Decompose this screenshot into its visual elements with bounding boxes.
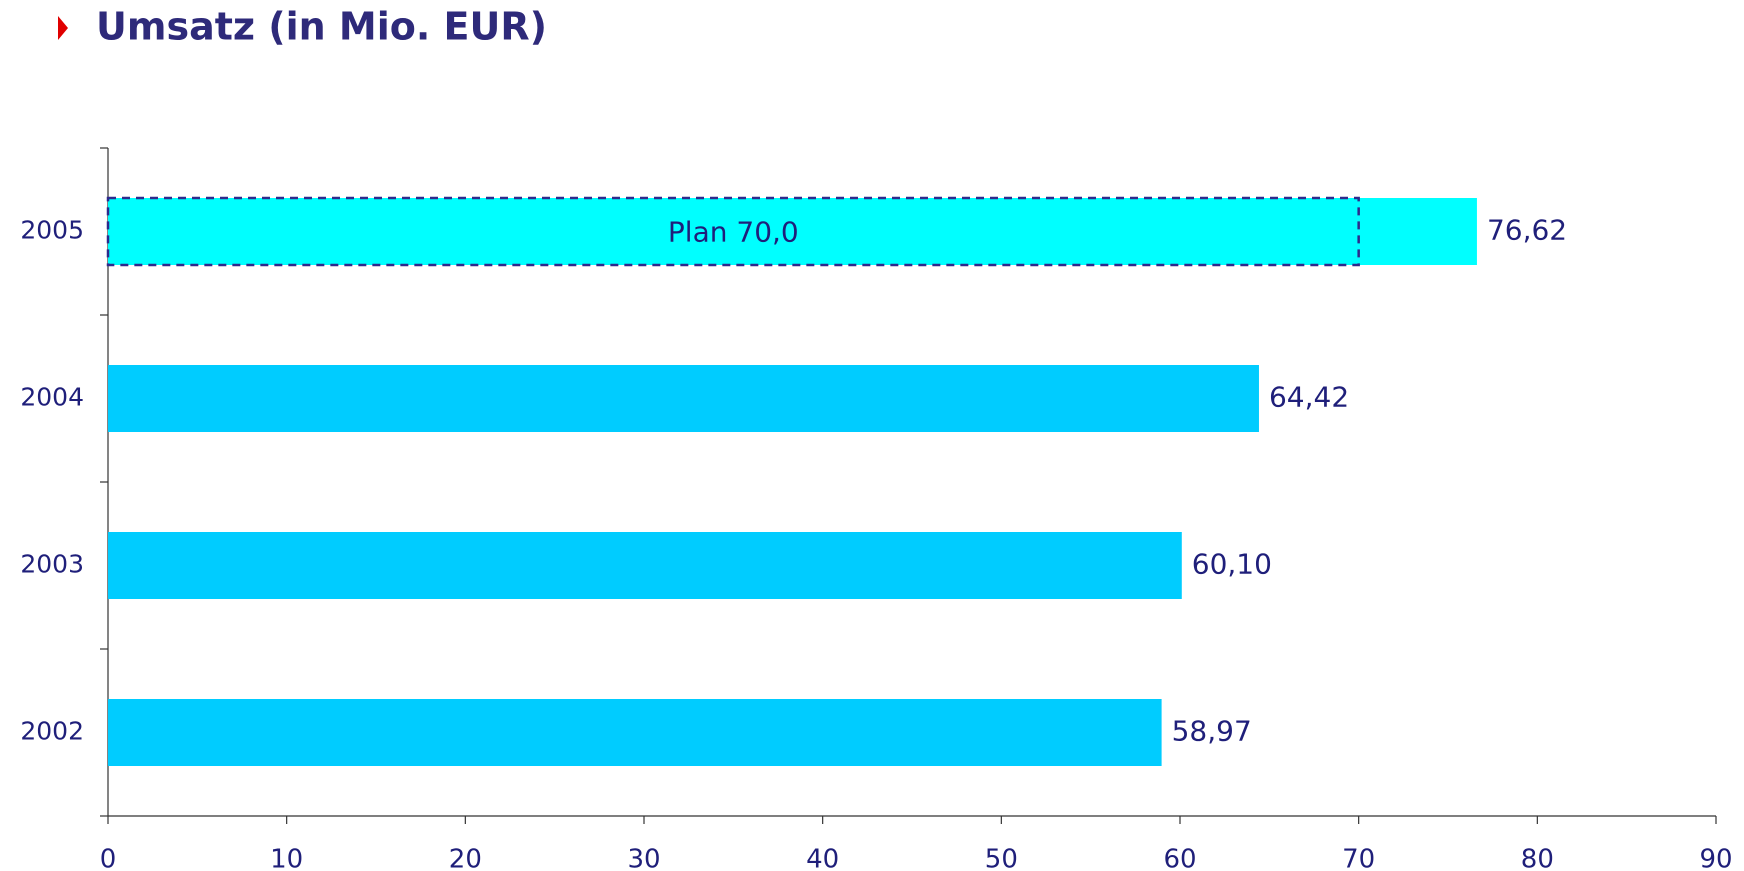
bar <box>108 365 1259 432</box>
bar <box>108 699 1162 766</box>
y-tick-label: 2004 <box>20 383 84 412</box>
x-tick-label: 40 <box>806 845 839 871</box>
plan-label: Plan 70,0 <box>668 216 799 249</box>
x-tick-label: 90 <box>1699 845 1732 871</box>
x-tick-label: 60 <box>1163 845 1196 871</box>
x-tick-label: 50 <box>985 845 1018 871</box>
x-tick-label: 0 <box>100 845 117 871</box>
x-tick-label: 30 <box>627 845 660 871</box>
value-label: 60,10 <box>1192 548 1272 581</box>
value-label: 64,42 <box>1269 381 1349 414</box>
x-tick-label: 80 <box>1521 845 1554 871</box>
bar <box>108 532 1182 599</box>
value-label: 58,97 <box>1172 715 1252 748</box>
y-tick-label: 2005 <box>20 216 84 245</box>
x-tick-label: 10 <box>270 845 303 871</box>
title-marker <box>58 16 68 40</box>
y-tick-label: 2002 <box>20 717 84 746</box>
x-tick-label: 20 <box>449 845 482 871</box>
chart-title: Umsatz (in Mio. EUR) <box>96 5 547 49</box>
x-tick-label: 70 <box>1342 845 1375 871</box>
value-label: 76,62 <box>1487 214 1567 247</box>
y-tick-label: 2003 <box>20 550 84 579</box>
bar <box>108 198 1477 265</box>
